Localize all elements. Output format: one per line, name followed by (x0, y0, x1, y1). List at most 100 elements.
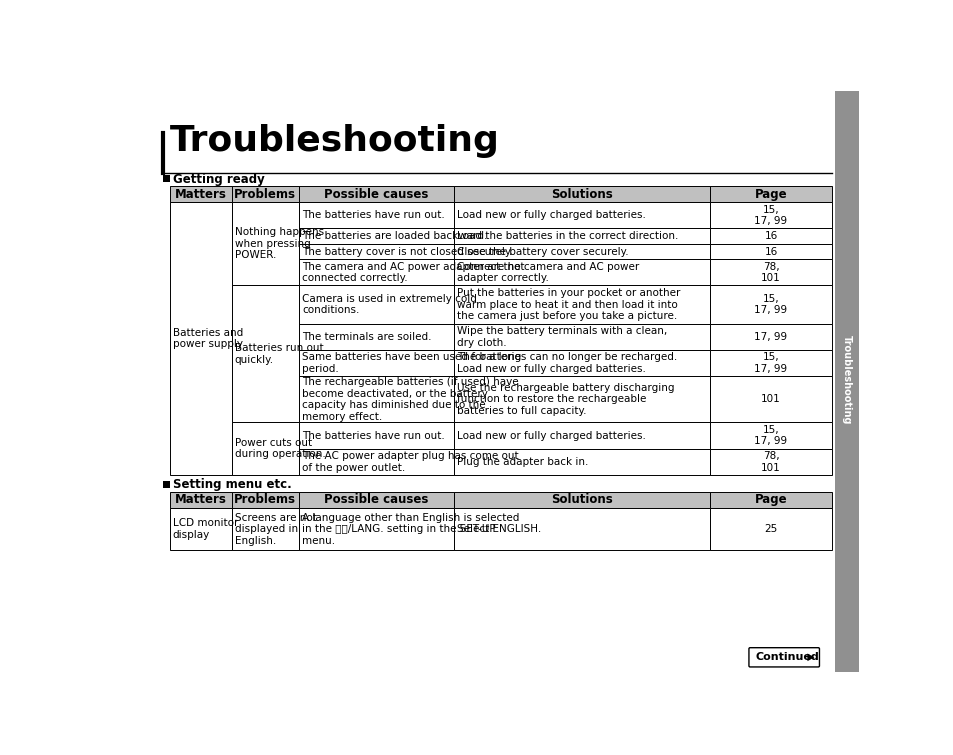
Text: Getting ready: Getting ready (173, 173, 265, 186)
Bar (298, 350, 454, 376)
Text: Problems: Problems (234, 188, 296, 201)
Bar (709, 492, 831, 508)
Text: A language other than English is selected
in the 言語/LANG. setting in the SET-UP
: A language other than English is selecte… (302, 513, 519, 546)
Bar (298, 202, 454, 229)
Text: 15,
17, 99: 15, 17, 99 (754, 205, 787, 226)
Bar (709, 350, 831, 376)
Text: Connect the camera and AC power
adapter correctly.: Connect the camera and AC power adapter … (456, 261, 639, 283)
Bar (298, 244, 454, 259)
Text: Batteries run out
quickly.: Batteries run out quickly. (234, 343, 323, 365)
Bar (709, 508, 831, 550)
Bar (163, 175, 171, 182)
Bar (170, 492, 232, 508)
Text: 15,
17, 99: 15, 17, 99 (754, 353, 787, 374)
Text: Plug the adapter back in.: Plug the adapter back in. (456, 457, 588, 467)
Bar (298, 259, 454, 285)
Bar (163, 481, 171, 488)
Text: Solutions: Solutions (551, 493, 612, 507)
Bar (709, 229, 831, 244)
Bar (232, 186, 298, 202)
Bar (709, 244, 831, 259)
Bar (835, 91, 858, 672)
Bar (298, 324, 454, 350)
Text: 109: 109 (793, 651, 819, 665)
Bar (298, 508, 454, 550)
Text: Page: Page (754, 493, 786, 507)
Text: 78,
101: 78, 101 (760, 261, 781, 283)
Text: 101: 101 (760, 394, 781, 405)
Text: Screens are not
displayed in
English.: Screens are not displayed in English. (234, 513, 316, 546)
Text: The batteries are loaded backward.: The batteries are loaded backward. (302, 231, 487, 241)
Text: 17, 99: 17, 99 (754, 332, 787, 342)
Polygon shape (806, 654, 814, 661)
Text: 16: 16 (763, 247, 777, 257)
Text: Solutions: Solutions (551, 188, 612, 201)
Bar (170, 186, 232, 202)
Bar (298, 492, 454, 508)
Text: Possible causes: Possible causes (324, 493, 428, 507)
Bar (232, 492, 298, 508)
Bar (298, 186, 454, 202)
Text: 16: 16 (763, 231, 777, 241)
Bar (454, 229, 709, 244)
Bar (454, 324, 709, 350)
Bar (709, 448, 831, 475)
Bar (298, 229, 454, 244)
Text: Continued: Continued (755, 652, 819, 662)
Text: 15,
17, 99: 15, 17, 99 (754, 425, 787, 446)
Text: Put the batteries in your pocket or another
warm place to heat it and then load : Put the batteries in your pocket or anot… (456, 288, 679, 322)
FancyBboxPatch shape (748, 648, 819, 667)
Text: Wipe the battery terminals with a clean,
dry cloth.: Wipe the battery terminals with a clean,… (456, 326, 667, 348)
Text: 78,
101: 78, 101 (760, 451, 781, 473)
Text: The AC power adapter plug has come out
of the power outlet.: The AC power adapter plug has come out o… (302, 451, 518, 473)
Bar (709, 259, 831, 285)
Bar (454, 448, 709, 475)
Bar (232, 508, 298, 550)
Text: Matters: Matters (174, 493, 226, 507)
Text: Troubleshooting: Troubleshooting (841, 334, 851, 424)
Bar (454, 350, 709, 376)
Bar (298, 376, 454, 423)
Bar (298, 285, 454, 324)
Bar (454, 376, 709, 423)
Bar (454, 186, 709, 202)
Text: Load new or fully charged batteries.: Load new or fully charged batteries. (456, 430, 645, 441)
Text: The battery cover is not closed securely.: The battery cover is not closed securely… (302, 247, 513, 257)
Bar (709, 423, 831, 448)
Text: The batteries can no longer be recharged.
Load new or fully charged batteries.: The batteries can no longer be recharged… (456, 353, 677, 374)
Text: The camera and AC power adapter are not
connected correctly.: The camera and AC power adapter are not … (302, 261, 524, 283)
Bar (454, 508, 709, 550)
Text: The terminals are soiled.: The terminals are soiled. (302, 332, 431, 342)
Text: The batteries have run out.: The batteries have run out. (302, 430, 444, 441)
Bar (454, 259, 709, 285)
Text: Problems: Problems (234, 493, 296, 507)
Bar (170, 508, 232, 550)
Bar (709, 186, 831, 202)
Bar (454, 492, 709, 508)
Text: 15,
17, 99: 15, 17, 99 (754, 294, 787, 316)
Text: Close the battery cover securely.: Close the battery cover securely. (456, 247, 628, 257)
Text: Troubleshooting: Troubleshooting (170, 124, 499, 158)
Text: The batteries have run out.: The batteries have run out. (302, 211, 444, 220)
Bar (232, 202, 298, 285)
Bar (232, 423, 298, 475)
Text: Possible causes: Possible causes (324, 188, 428, 201)
Text: LCD monitor
display: LCD monitor display (172, 519, 238, 540)
Bar (454, 285, 709, 324)
Text: Load new or fully charged batteries.: Load new or fully charged batteries. (456, 211, 645, 220)
Text: Camera is used in extremely cold
conditions.: Camera is used in extremely cold conditi… (302, 294, 476, 316)
Bar (709, 285, 831, 324)
Bar (709, 324, 831, 350)
Text: Matters: Matters (174, 188, 226, 201)
Bar (709, 202, 831, 229)
Bar (232, 285, 298, 423)
Text: Power cuts out
during operation.: Power cuts out during operation. (234, 438, 325, 460)
Bar (170, 202, 232, 475)
Text: 25: 25 (763, 524, 777, 534)
Text: Load the batteries in the correct direction.: Load the batteries in the correct direct… (456, 231, 678, 241)
Bar (454, 202, 709, 229)
Bar (454, 423, 709, 448)
Text: Same batteries have been used for a long
period.: Same batteries have been used for a long… (302, 353, 521, 374)
Text: Nothing happens
when pressing
POWER.: Nothing happens when pressing POWER. (234, 227, 323, 260)
Text: Batteries and
power supply: Batteries and power supply (172, 328, 243, 350)
